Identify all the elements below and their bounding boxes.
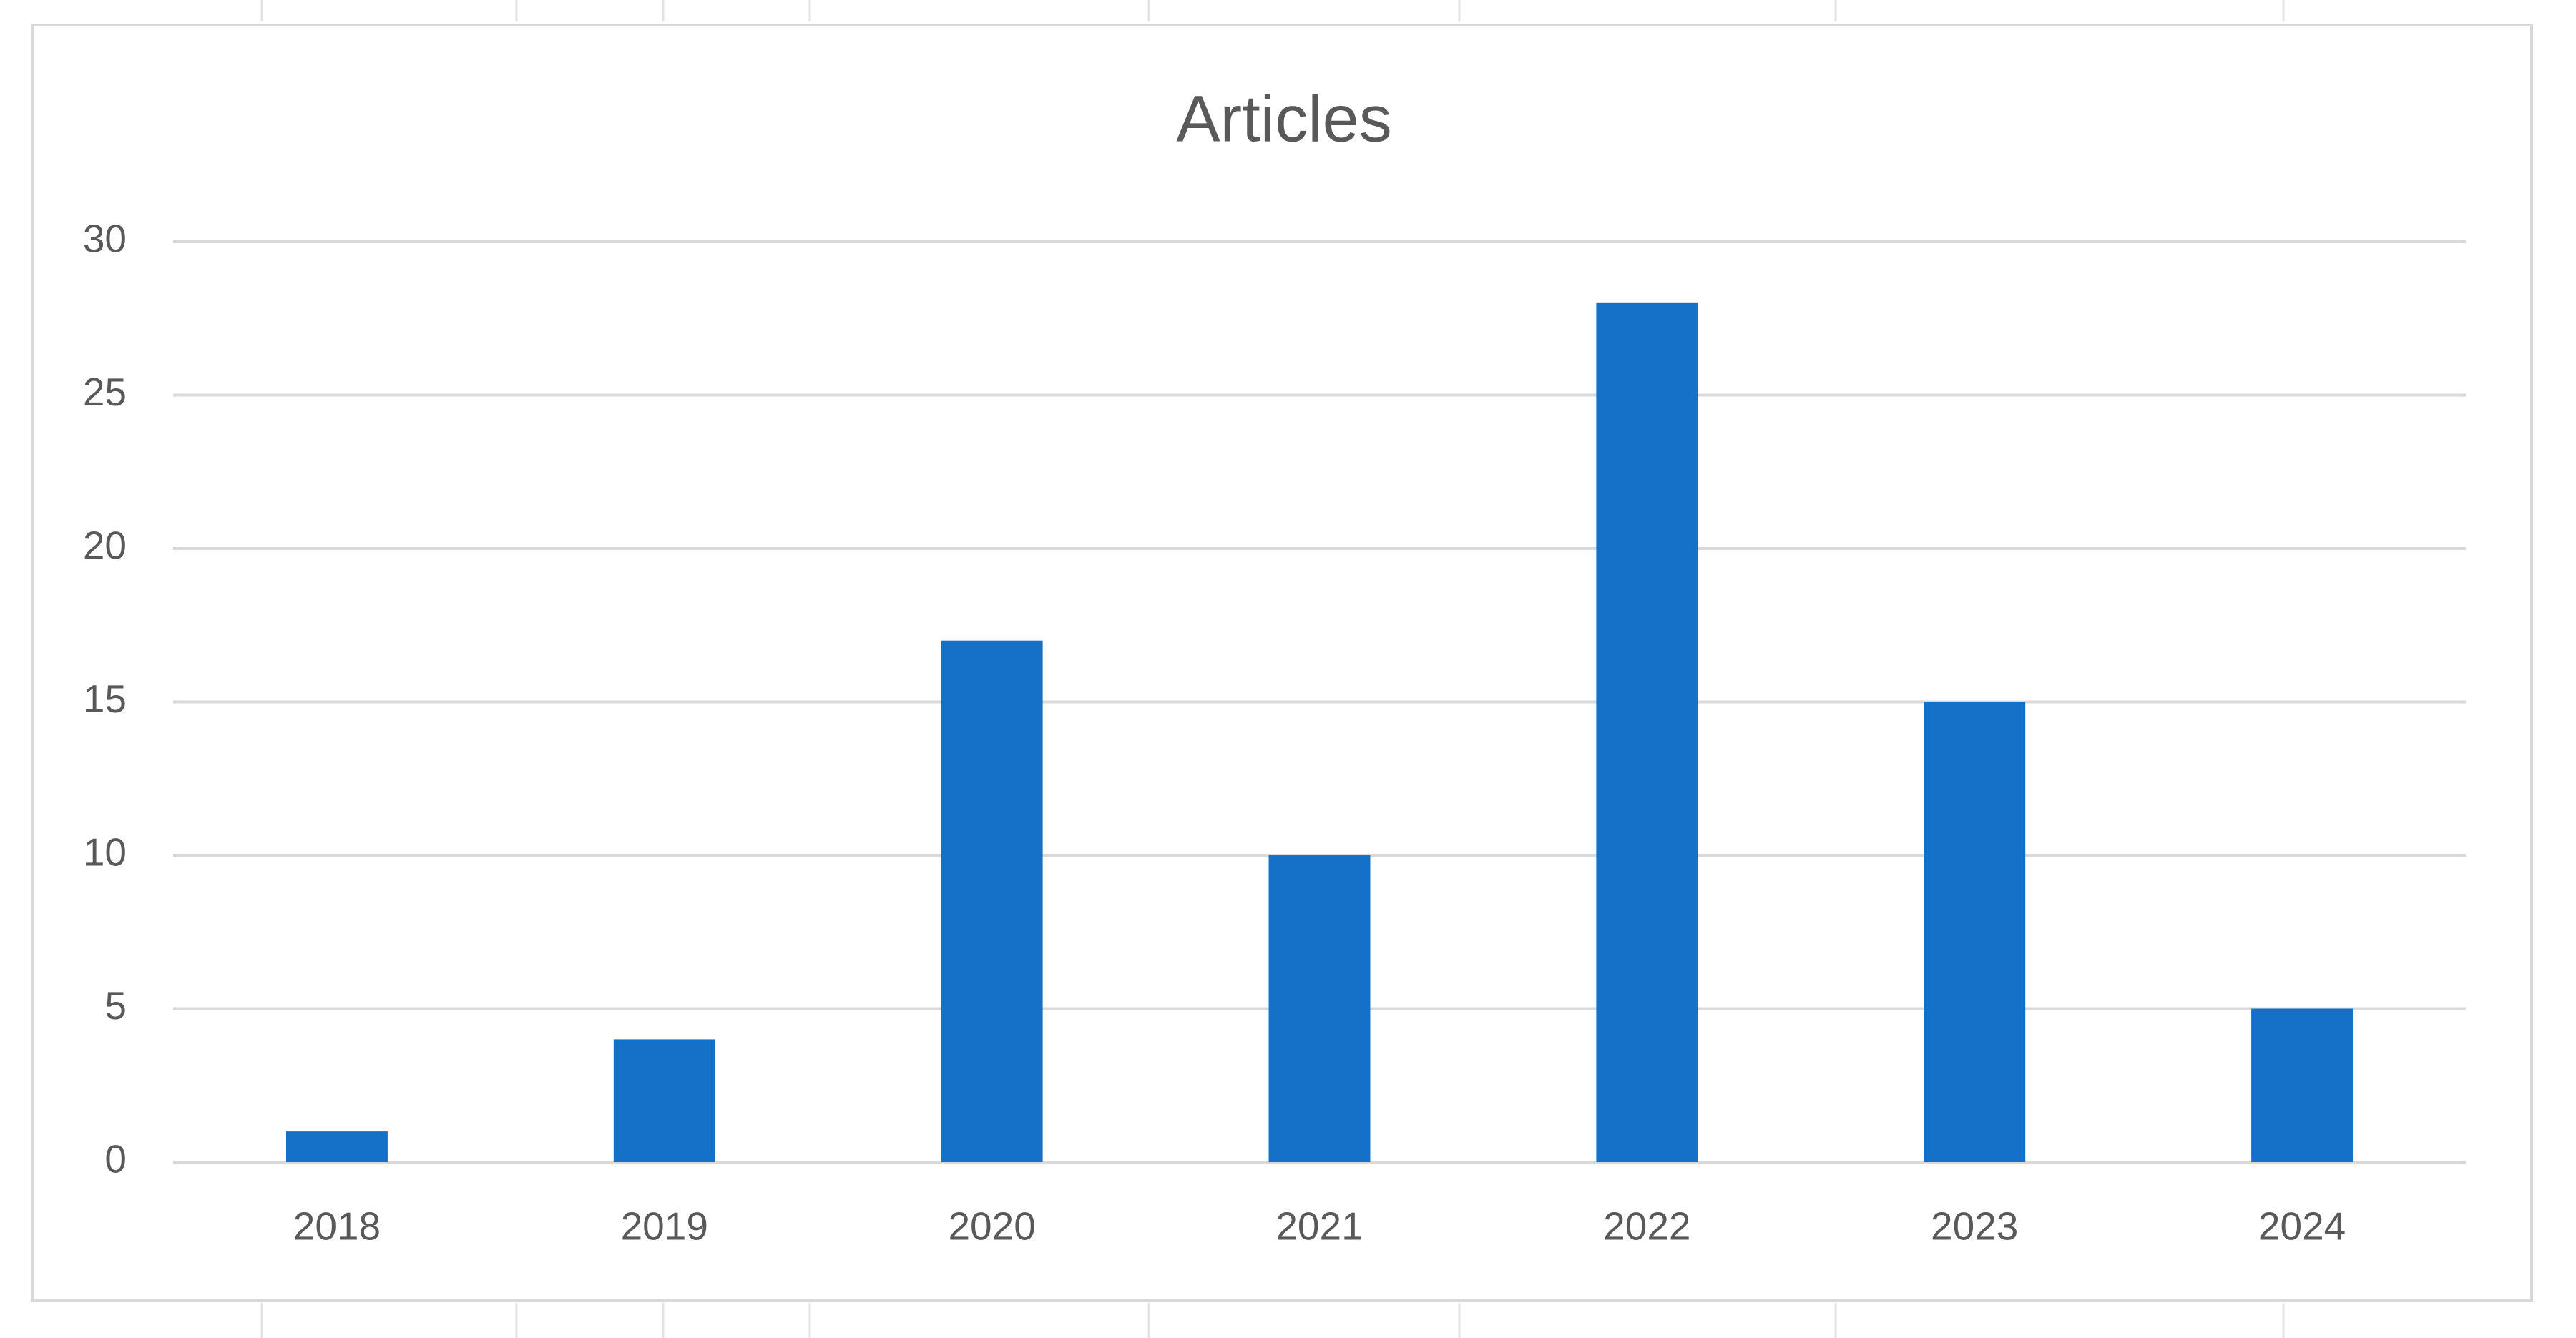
x-tick-label: 2024 [2258,1204,2346,1249]
y-tick-label: 25 [83,370,127,414]
sheet-grid [260,0,2285,1338]
bar [285,1131,388,1162]
y-tick-label: 15 [83,677,127,721]
bar [1596,302,1698,1162]
bar [2251,1008,2354,1162]
x-tick-label: 2019 [621,1204,708,1249]
x-tick-label: 2023 [1931,1204,2018,1249]
chart-title: Articles [1176,82,1392,155]
bar [1924,702,2026,1162]
bar [1268,855,1371,1162]
x-tick-label: 2020 [948,1204,1035,1249]
y-tick-label: 0 [104,1137,127,1181]
bar [613,1039,715,1162]
x-tick-label: 2021 [1275,1204,1363,1249]
x-tick-label: 2022 [1603,1204,1690,1249]
y-tick-label: 10 [83,830,127,875]
y-tick-label: 20 [83,523,127,568]
bar [941,640,1043,1162]
y-tick-label: 5 [104,983,127,1028]
y-tick-label: 30 [83,217,127,261]
x-tick-label: 2018 [293,1204,381,1249]
